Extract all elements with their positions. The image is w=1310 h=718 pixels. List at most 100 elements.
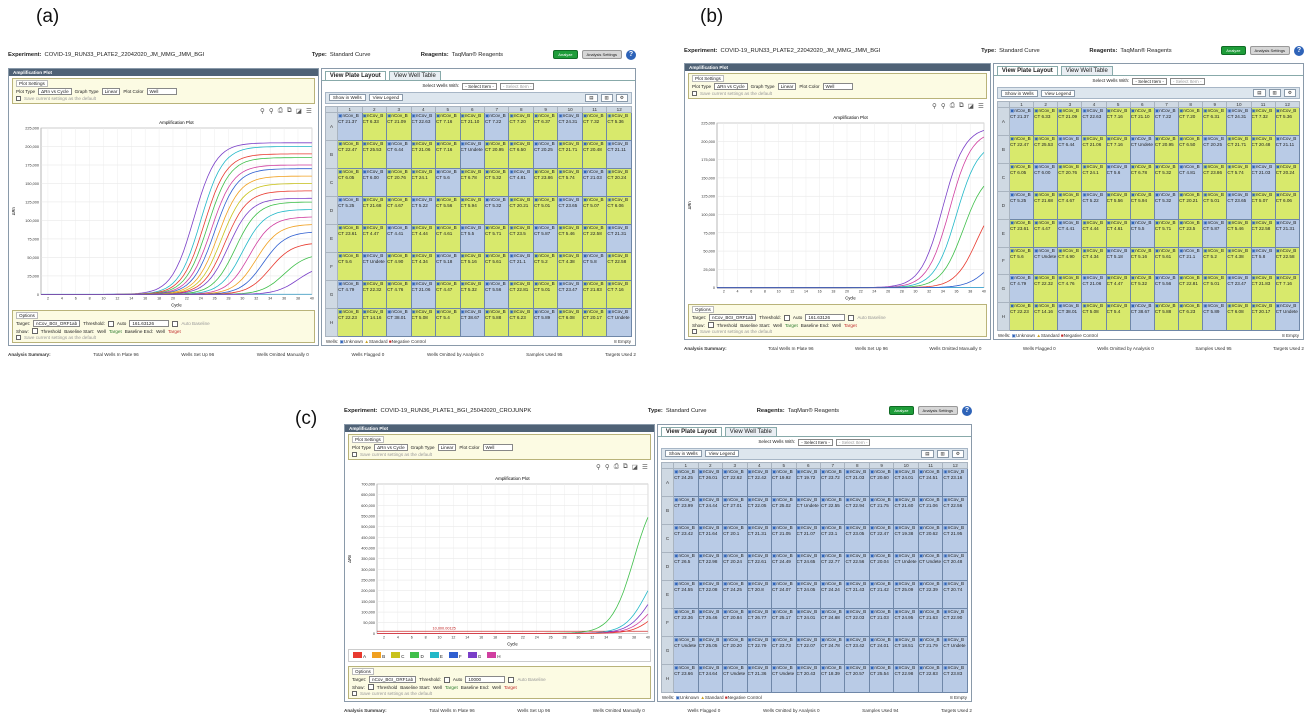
- layout-view-icon[interactable]: ▤: [921, 449, 934, 458]
- well-cell[interactable]: ▣nCov_B CT 21.83: [581, 279, 608, 309]
- zoom-in-icon[interactable]: ⚲: [260, 107, 265, 115]
- well-cell[interactable]: ▣nCov_B CT 23.47: [1226, 274, 1252, 304]
- settings-icon[interactable]: ⚙: [615, 93, 628, 102]
- well-cell[interactable]: ▣nCov_B CT 25.54: [868, 663, 895, 693]
- well-cell[interactable]: ▣nCov_B CT 5.56: [435, 195, 461, 225]
- list-icon[interactable]: ☰: [977, 103, 984, 111]
- view-legend-button[interactable]: View Legend: [1040, 89, 1076, 97]
- well-cell[interactable]: ▣nCov_B CT 22.98: [697, 551, 724, 581]
- chart-icon[interactable]: ◪: [967, 103, 974, 111]
- well-cell[interactable]: ▣nCov_B CT 20.8: [746, 579, 773, 609]
- auto-baseline-checkbox[interactable]: [848, 314, 855, 321]
- well-cell[interactable]: ▣nCov_B CT 5.6: [337, 251, 363, 281]
- well-cell[interactable]: ▣nCov_B CT 20.21: [508, 195, 534, 225]
- well-cell[interactable]: ▣nCov_B CT 5.6: [1008, 246, 1035, 276]
- well-cell[interactable]: ▣nCov_B CT 7.16: [435, 139, 461, 169]
- well-cell[interactable]: ▣nCov_B CT 5.2: [532, 251, 559, 281]
- well-cell[interactable]: ▣nCov_B CT 5.5: [1129, 218, 1155, 248]
- well-cell[interactable]: ▣nCov_B CT 22.07: [795, 635, 822, 665]
- well-cell[interactable]: ▣nCov_B CT 23.66: [673, 663, 699, 693]
- well-cell[interactable]: ▣nCov_B CT 22.58: [1250, 218, 1276, 248]
- well-cell[interactable]: ▣nCov_B CT 23.42: [673, 523, 699, 553]
- well-cell[interactable]: ▣nCov_B CT 5.01: [532, 279, 559, 309]
- zoom-out-icon[interactable]: ⚲: [940, 103, 946, 111]
- well-cell[interactable]: ▣nCov_B CT 22.62: [722, 467, 748, 497]
- well-cell[interactable]: ▣nCov_B CT 24.24: [819, 579, 846, 609]
- well-cell[interactable]: ▣nCov_B CT 38.01: [1057, 302, 1083, 332]
- well-cell[interactable]: ▣nCov_B CT 21.11: [606, 139, 632, 169]
- well-cell[interactable]: ▣nCov_B CT 22.08: [697, 579, 724, 609]
- well-cell[interactable]: ▣nCov_B CT 23.5: [508, 223, 534, 253]
- well-cell[interactable]: ▣nCov_B CT Undete: [722, 663, 748, 693]
- well-cell[interactable]: ▣nCov_B CT 21.64: [697, 523, 724, 553]
- select-item-2[interactable]: - Select Item -: [835, 438, 871, 446]
- well-cell[interactable]: ▣nCov_B CT 22.58: [581, 223, 608, 253]
- list-icon[interactable]: ☰: [305, 107, 312, 115]
- well-cell[interactable]: ▣nCov_B CT 6.05: [337, 167, 363, 197]
- well-cell[interactable]: ▣nCov_B CT 21.06: [917, 495, 944, 525]
- chart-icon[interactable]: ◪: [295, 107, 302, 115]
- well-cell[interactable]: ▣nCov_B CT 6.06: [606, 195, 632, 225]
- well-cell[interactable]: ▣nCov_B CT 5.89: [532, 307, 559, 337]
- well-cell[interactable]: ▣nCov_B CT 5.32: [1129, 274, 1155, 304]
- show-threshold-checkbox[interactable]: [31, 328, 38, 334]
- well-cell[interactable]: ▣nCov_B CT 19.72: [795, 467, 822, 497]
- well-cell[interactable]: ▣nCov_B CT 19.92: [771, 467, 797, 497]
- well-cell[interactable]: ▣nCov_B CT 22.77: [819, 551, 846, 581]
- show-threshold-checkbox[interactable]: [707, 322, 714, 329]
- well-cell[interactable]: ▣nCov_B CT 21.03: [844, 467, 870, 497]
- well-cell[interactable]: ▣nCov_B CT 6.33: [361, 111, 388, 141]
- well-cell[interactable]: ▣nCov_B CT 22.32: [1033, 274, 1059, 304]
- well-cell[interactable]: ▣nCov_B CT 20.21: [1178, 190, 1204, 220]
- well-cell[interactable]: ▣nCov_B CT 21.06: [410, 139, 437, 169]
- tab-plate-layout[interactable]: View Plate Layout: [996, 66, 1058, 76]
- well-cell[interactable]: ▣nCov_B CT 5.32: [1153, 163, 1180, 192]
- zoom-in-icon[interactable]: ⚲: [596, 463, 601, 471]
- tab-plate-layout[interactable]: View Plate Layout: [660, 426, 722, 436]
- well-cell[interactable]: ▣nCov_B CT 24.07: [771, 579, 797, 609]
- tab-plate-layout[interactable]: View Plate Layout: [324, 70, 386, 80]
- well-cell[interactable]: ▣nCov_B CT 22.39: [917, 579, 944, 609]
- well-cell[interactable]: ▣nCov_B CT 24.64: [697, 663, 724, 693]
- well-cell[interactable]: ▣nCov_B CT 21.63: [917, 607, 944, 637]
- well-cell[interactable]: ▣nCov_B CT 24.44: [697, 495, 724, 525]
- well-cell[interactable]: ▣nCov_B CT 22.42: [746, 467, 773, 497]
- analyze-button[interactable]: Analyze: [1221, 46, 1246, 56]
- show-in-wells-button[interactable]: Show in Wells: [328, 94, 366, 102]
- well-cell[interactable]: ▣nCov_B CT 5.46: [557, 223, 583, 253]
- well-cell[interactable]: ▣nCov_B CT 20.48: [581, 139, 608, 169]
- select-item-2[interactable]: - Select Item -: [499, 82, 535, 90]
- well-cell[interactable]: ▣nCov_B CT 22.63: [1081, 107, 1107, 137]
- well-cell[interactable]: ▣nCov_B CT 20.24: [1274, 163, 1300, 192]
- zoom-in-icon[interactable]: ⚲: [932, 103, 937, 111]
- well-cell[interactable]: ▣nCov_B CT Undete: [1129, 135, 1155, 165]
- well-cell[interactable]: ▣nCov_B CT 5.74: [557, 167, 583, 197]
- well-cell[interactable]: ▣nCov_B CT 23.61: [1008, 218, 1035, 248]
- analyze-button[interactable]: Analyze: [889, 406, 914, 416]
- well-cell[interactable]: ▣nCov_B CT 24.31: [1226, 107, 1252, 137]
- well-cell[interactable]: ▣nCov_B CT 20.24: [722, 551, 748, 581]
- well-cell[interactable]: ▣nCov_B CT 5.16: [1129, 246, 1155, 276]
- well-cell[interactable]: ▣nCov_B CT 38.67: [1129, 302, 1155, 332]
- well-cell[interactable]: ▣nCov_B CT 5.32: [483, 195, 510, 225]
- well-cell[interactable]: ▣nCov_B CT 23.65: [1226, 190, 1252, 220]
- well-cell[interactable]: ▣nCov_B CT Undete: [1274, 302, 1300, 332]
- well-cell[interactable]: ▣nCov_B CT 5.25: [1008, 190, 1035, 220]
- tab-well-table[interactable]: View Well Table: [388, 70, 441, 80]
- well-cell[interactable]: ▣nCov_B CT 5.16: [459, 251, 486, 281]
- well-cell[interactable]: ▣nCov_B CT 6.50: [1178, 135, 1204, 165]
- well-cell[interactable]: ▣nCov_B CT 5.5: [459, 223, 486, 253]
- well-cell[interactable]: ▣nCov_B CT 7.16: [1274, 274, 1300, 304]
- well-cell[interactable]: ▣nCov_B CT 25.02: [771, 495, 797, 525]
- export-icon[interactable]: ⧉: [622, 462, 628, 470]
- well-cell[interactable]: ▣nCov_B CT 5.36: [1274, 107, 1300, 137]
- list-icon[interactable]: ☰: [641, 463, 648, 471]
- well-cell[interactable]: ▣nCov_B CT 24.1: [1081, 163, 1107, 192]
- save-default-checkbox[interactable]: [16, 95, 21, 101]
- save-options-checkbox[interactable]: [16, 335, 21, 340]
- well-cell[interactable]: ▣nCov_B CT 23.42: [844, 635, 870, 665]
- well-cell[interactable]: ▣nCov_B CT 21.10: [459, 111, 486, 141]
- select-item-1[interactable]: - Select Item -: [462, 82, 497, 90]
- well-cell[interactable]: ▣nCov_B CT 5.71: [1153, 218, 1180, 248]
- well-cell[interactable]: ▣nCov_B CT 5.18: [435, 251, 461, 281]
